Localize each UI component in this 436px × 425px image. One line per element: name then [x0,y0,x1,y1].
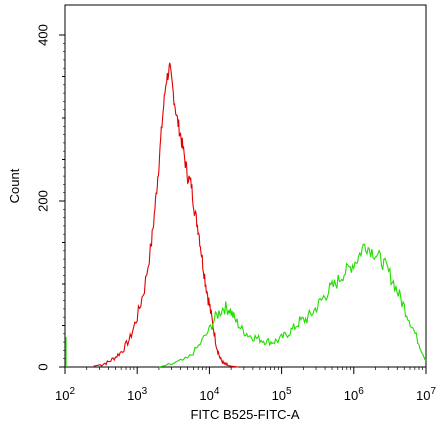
x-axis: 102 103 104 105 106 107 [55,367,436,403]
y-tick-label: 0 [35,363,50,370]
series-layer [65,62,427,368]
x-tick-label: 104 [199,386,219,403]
x-axis-title: FITC B525-FITC-A [190,407,299,422]
plot-frame [64,4,427,368]
x-tick-label: 103 [127,386,147,403]
y-axis: 0 200 400 [35,24,65,371]
x-tick-label: 107 [416,386,436,403]
y-tick-label: 200 [35,190,50,212]
y-tick-label: 400 [35,24,50,46]
histogram-series-1 [93,62,239,368]
y-axis-title: Count [7,168,22,203]
histogram-series-2 [158,243,427,368]
x-tick-label: 106 [344,386,364,403]
x-tick-label: 105 [272,386,292,403]
x-tick-label: 102 [55,386,75,403]
